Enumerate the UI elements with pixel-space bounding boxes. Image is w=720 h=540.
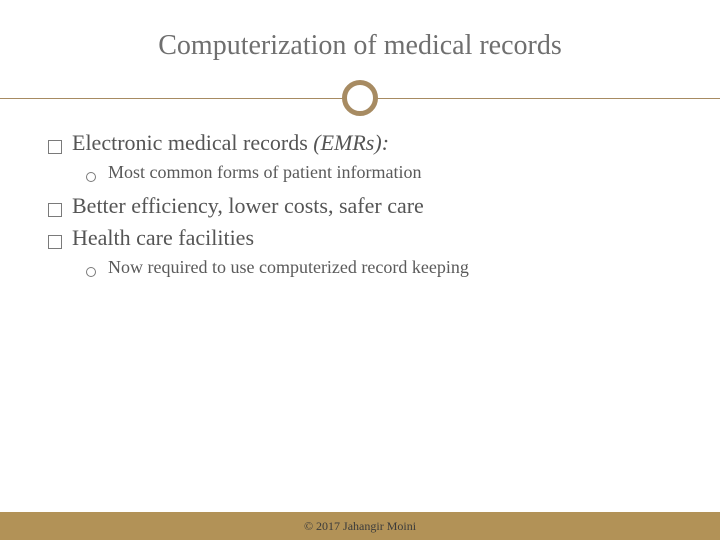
divider [48, 80, 672, 116]
bullet-main: Health care facilities [48, 225, 672, 251]
bullet-text-italic: (EMRs): [308, 130, 389, 155]
bullet-text-plain: Health care facilities [72, 225, 254, 250]
bullet-main: Electronic medical records (EMRs): [48, 130, 672, 156]
divider-ring-icon [342, 80, 378, 116]
circle-bullet-icon [86, 267, 96, 277]
footer: © 2017 Jahangir Moini [0, 512, 720, 540]
bullet-text: Health care facilities [72, 225, 254, 251]
bullet-text: Electronic medical records (EMRs): [72, 130, 389, 156]
bullet-text-plain: Electronic medical records [72, 130, 308, 155]
bullet-main: Better efficiency, lower costs, safer ca… [48, 193, 672, 219]
bullet-text: Now required to use computerized record … [108, 257, 469, 278]
content-area: Electronic medical records (EMRs): Most … [48, 130, 672, 278]
bullet-sub: Most common forms of patient information [86, 162, 672, 183]
slide-title: Computerization of medical records [48, 30, 672, 62]
square-bullet-icon [48, 140, 62, 154]
bullet-text: Most common forms of patient information [108, 162, 421, 183]
slide: Computerization of medical records Elect… [0, 0, 720, 540]
circle-bullet-icon [86, 172, 96, 182]
square-bullet-icon [48, 203, 62, 217]
bullet-sub: Now required to use computerized record … [86, 257, 672, 278]
square-bullet-icon [48, 235, 62, 249]
bullet-text-plain: Better efficiency, lower costs, safer ca… [72, 193, 424, 218]
bullet-text: Better efficiency, lower costs, safer ca… [72, 193, 424, 219]
